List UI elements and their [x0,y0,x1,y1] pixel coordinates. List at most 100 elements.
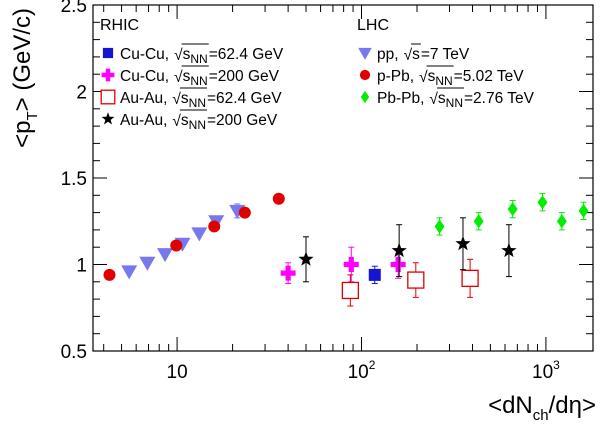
legend-label: sNN [428,68,453,88]
legend-label: Cu-Cu, [120,46,169,63]
legend-label: =5.02 TeV [454,68,525,85]
sqrt-variable: s [181,90,189,107]
legend-label: sNN [183,68,208,88]
data-point [343,257,359,272]
x-tick-base: 10 [167,362,188,383]
legend-label: =62.4 GeV [207,90,282,107]
legend-marker [360,91,370,103]
x-tick-label: 10 [167,362,188,383]
legend-label: =200 GeV [209,68,280,85]
legend-entry: Au-Au, √ sNN =62.4 GeV [100,87,282,110]
x-axis-title-main: <dN [488,392,533,419]
data-point [461,269,479,287]
data-point [473,214,484,229]
data-point [272,192,285,205]
sqrt-subscript: NN [435,74,452,88]
legend-label: pp, [377,46,399,63]
legend-entry: Cu-Cu, √ sNN =62.4 GeV [102,43,284,66]
x-axis-title: <dNch/dη> [488,392,596,424]
sqrt-variable: s [412,46,420,63]
series-3 [341,258,479,307]
data-point [507,202,518,217]
legend-entry: Pb-Pb, √ sNN =2.76 TeV [360,87,535,110]
sqrt-subscript: NN [189,118,206,132]
sqrt-variable: s [428,68,436,85]
y-tick-label: 1 [76,256,87,277]
data-point [391,242,407,258]
legend-label: p-Pb, [377,68,414,85]
x-tick-exponent: 3 [553,358,560,372]
x-tick-label: 103 [532,358,560,383]
data-marks [103,192,589,307]
legend-label: sNN [183,46,208,66]
sqrt-symbol: √ [174,69,183,86]
x-tick-base: 10 [532,362,553,383]
data-point [455,235,471,251]
x-tick-exponent: 2 [369,358,376,372]
legend-marker [359,69,371,81]
data-point [298,251,314,266]
legend-sqrt: √ [419,69,428,86]
legend-label: Cu-Cu, [120,68,169,85]
data-point [578,203,589,218]
legend-label: =62.4 GeV [209,46,284,63]
data-point [238,206,251,219]
data-point [434,219,445,234]
series-7 [434,193,589,236]
series-1 [368,265,381,285]
legend-sqrt: √ [172,91,181,108]
data-point [341,281,359,300]
y-tick-label: 1.5 [61,169,87,190]
legend-label: Au-Au, [120,112,167,129]
sqrt-symbol: √ [404,47,413,64]
legend-label: sNN [438,90,463,110]
legend-entry: pp, √ s =7 TeV [358,43,470,64]
x-tick-base: 10 [348,362,369,383]
series-6 [103,192,285,281]
sqrt-symbol: √ [429,91,438,108]
sqrt-symbol: √ [172,91,181,108]
sqrt-variable: s [438,90,446,107]
series-4 [298,217,517,283]
legend-heading: RHIC [100,17,139,34]
legend-marker [101,112,115,125]
data-point [390,257,406,272]
y-tick-label: 2.5 [61,0,87,17]
series-5 [121,203,246,280]
legend-sqrt: √ [429,91,438,108]
sqrt-symbol: √ [419,69,428,86]
y-tick-label: 2 [76,83,87,104]
legend-label: sNN [181,112,206,132]
data-point [139,256,156,271]
axis-labels: <dNch/dη> <pT> (GeV/c) [9,8,596,424]
y-axis-title: <pT> (GeV/c) [9,8,41,148]
data-point [191,227,208,242]
data-point [208,220,221,233]
sqrt-subscript: NN [190,52,207,66]
legend-label: =200 GeV [207,112,278,129]
legend-sqrt: √ [404,47,413,64]
legend-label: =7 TeV [421,46,470,63]
data-point [121,265,138,280]
sqrt-symbol: √ [172,113,181,130]
series-2 [280,246,406,285]
sqrt-subscript: NN [189,96,206,110]
sqrt-subscript: NN [190,74,207,88]
plot-frame [92,4,594,352]
y-axis-title-sub: T [24,111,41,120]
data-point [501,242,517,258]
sqrt-subscript: NN [446,96,463,110]
legend-marker [101,68,115,82]
y-axis-title-tail: > (GeV/c) [9,8,36,111]
legend-label: Pb-Pb, [377,90,424,107]
sqrt-variable: s [181,112,189,129]
legend-sqrt: √ [174,69,183,86]
data-point [368,268,381,281]
data-point [556,214,567,229]
data-point [407,271,425,289]
data-point [537,195,548,210]
sqrt-symbol: √ [174,47,183,64]
